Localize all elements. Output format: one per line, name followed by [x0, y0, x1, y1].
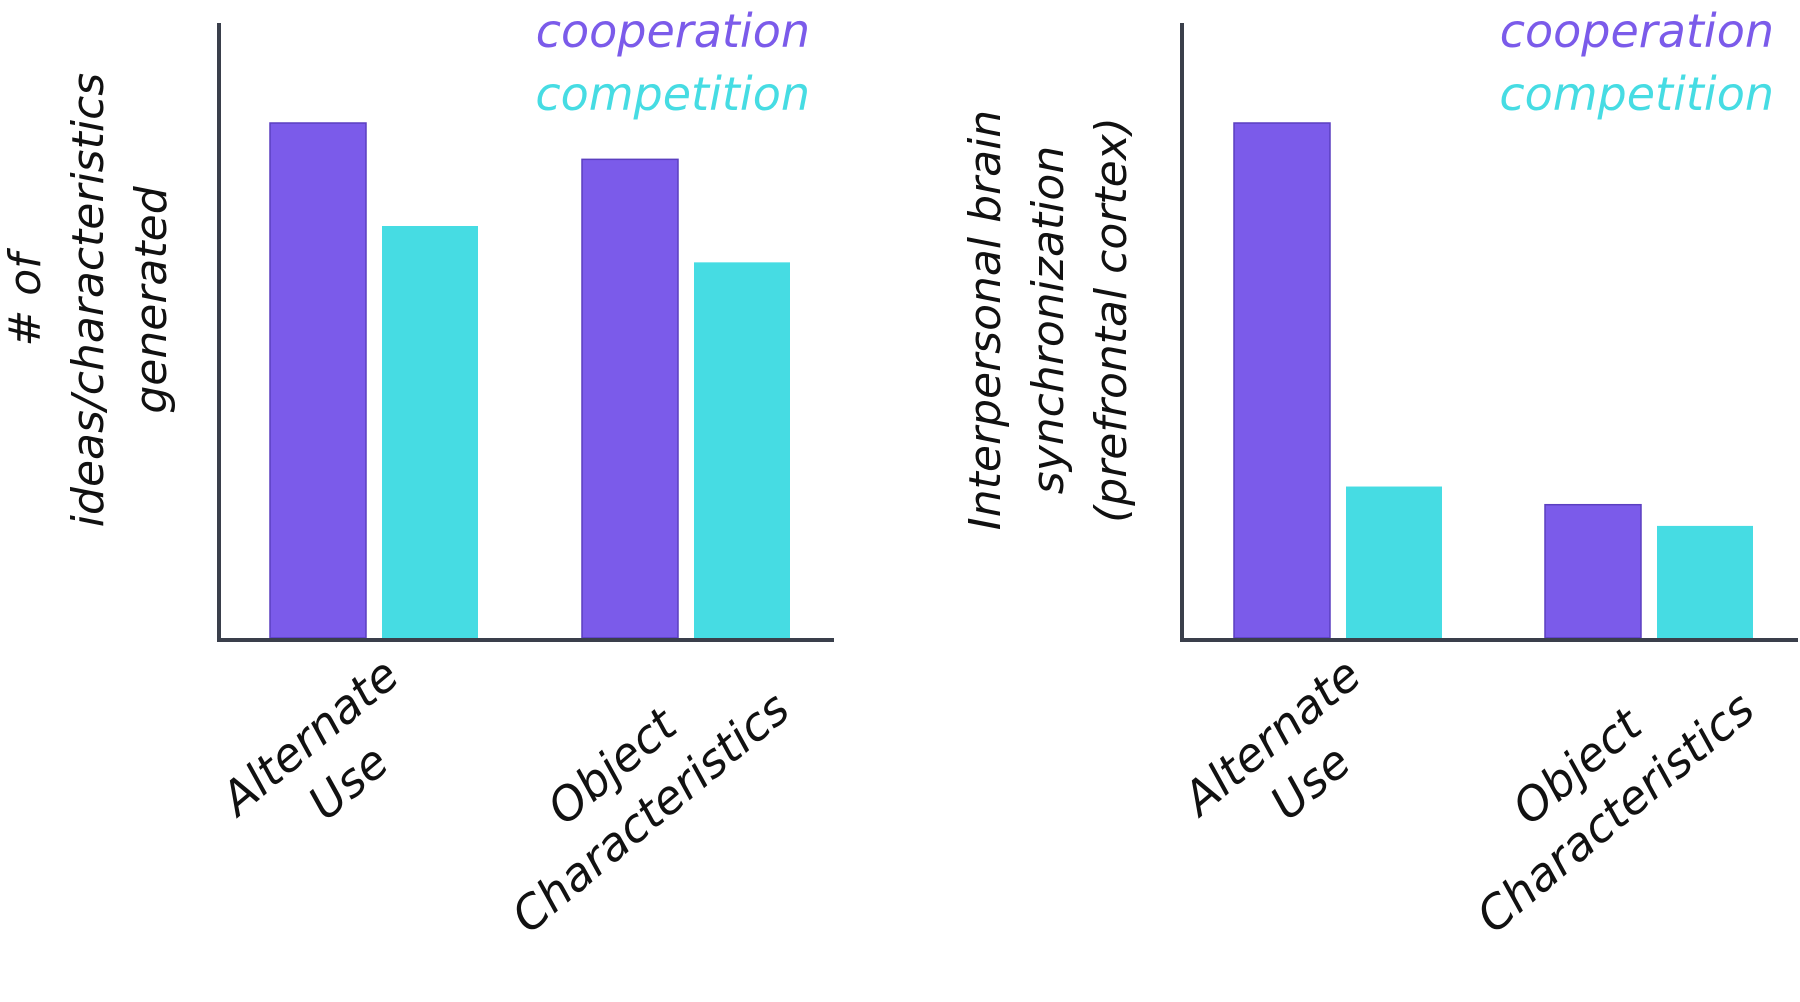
- legend-cooperation: cooperation: [536, 4, 810, 58]
- bar-cooperation-alternate-use: [1233, 122, 1331, 639]
- y-axis-label-line: (prefrontal cortex): [1086, 117, 1137, 523]
- bar-cooperation-object-characteristics: [1544, 503, 1642, 639]
- x-tick-label-object-characteristics: ObjectCharacteristics: [1428, 635, 1765, 943]
- y-axis-label-line: generated: [126, 185, 177, 413]
- x-tick-label-object-characteristics: ObjectCharacteristics: [463, 635, 800, 943]
- y-axis-label-line: Interpersonal brain: [960, 110, 1011, 530]
- bar-cooperation-alternate-use: [269, 122, 367, 639]
- bar-competition-object-characteristics: [1657, 525, 1753, 638]
- chart-brain-synchronization: cooperation competition Interpersonal brai…: [960, 4, 1798, 943]
- y-axis-label: Interpersonal brain synchronization (prefr…: [960, 110, 1137, 530]
- bar-competition-alternate-use: [382, 226, 478, 638]
- y-axis-label-line: synchronization: [1023, 146, 1074, 494]
- x-tick-label-alternate-use: AlternateUse: [1170, 647, 1409, 873]
- bar-cooperation-object-characteristics: [581, 158, 679, 639]
- chart-ideas-generated: cooperation competition # of ideas/characte…: [0, 4, 834, 943]
- y-axis-label: # of ideas/characteristics generated: [0, 73, 177, 527]
- x-tick-label-alternate-use: AlternateUse: [208, 647, 447, 873]
- legend-competition: competition: [1499, 67, 1774, 121]
- bar-competition-alternate-use: [1346, 486, 1442, 638]
- y-axis-label-line: ideas/characteristics: [63, 73, 114, 527]
- legend-cooperation: cooperation: [1500, 4, 1774, 58]
- bar-competition-object-characteristics: [694, 262, 790, 638]
- y-axis-label-line: # of: [0, 247, 51, 347]
- legend-competition: competition: [535, 67, 810, 121]
